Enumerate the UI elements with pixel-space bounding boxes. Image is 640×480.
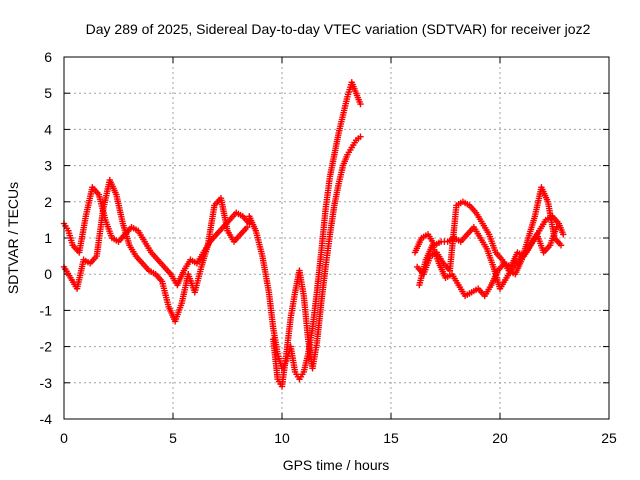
x-tick-label: 20 bbox=[492, 430, 508, 446]
chart-title: Day 289 of 2025, Sidereal Day-to-day VTE… bbox=[86, 21, 591, 37]
y-axis-label: SDTVAR / TECUs bbox=[5, 182, 21, 294]
data-point bbox=[357, 100, 364, 108]
data-point bbox=[553, 223, 560, 231]
series-track-d bbox=[270, 133, 364, 390]
data-point bbox=[357, 133, 364, 140]
x-axis-label: GPS time / hours bbox=[283, 457, 390, 473]
series-track-f bbox=[413, 184, 565, 278]
x-tick-label: 10 bbox=[274, 430, 290, 446]
y-tick-label: 1 bbox=[44, 230, 52, 246]
data-point bbox=[243, 223, 251, 231]
x-tick-label: 0 bbox=[60, 430, 68, 446]
data-point bbox=[560, 231, 567, 238]
y-tick-label: 3 bbox=[44, 158, 52, 174]
series-track-b bbox=[60, 176, 251, 325]
y-tick-label: 4 bbox=[44, 121, 52, 137]
x-tick-label: 5 bbox=[169, 430, 177, 446]
series-track-c bbox=[246, 79, 364, 383]
y-tick-label: 6 bbox=[44, 49, 52, 65]
plot-frame bbox=[63, 56, 610, 420]
data-point bbox=[557, 242, 565, 249]
y-tick-label: 5 bbox=[44, 85, 52, 101]
y-tick-label: -4 bbox=[40, 411, 53, 427]
y-tick-label: -3 bbox=[40, 375, 53, 391]
y-tick-label: 2 bbox=[44, 194, 52, 210]
y-tick-label: 0 bbox=[44, 266, 52, 282]
y-tick-label: -2 bbox=[40, 339, 53, 355]
series-layer bbox=[60, 79, 567, 390]
x-tick-label: 25 bbox=[601, 430, 617, 446]
y-tick-label: -1 bbox=[40, 302, 53, 318]
x-tick-label: 15 bbox=[383, 430, 399, 446]
y-tick-labels: -4 -3 -2 -1 0 1 2 3 4 5 6 bbox=[40, 49, 53, 427]
series-track-g bbox=[416, 223, 560, 300]
x-tick-labels: 0 5 10 15 20 25 bbox=[60, 430, 617, 446]
